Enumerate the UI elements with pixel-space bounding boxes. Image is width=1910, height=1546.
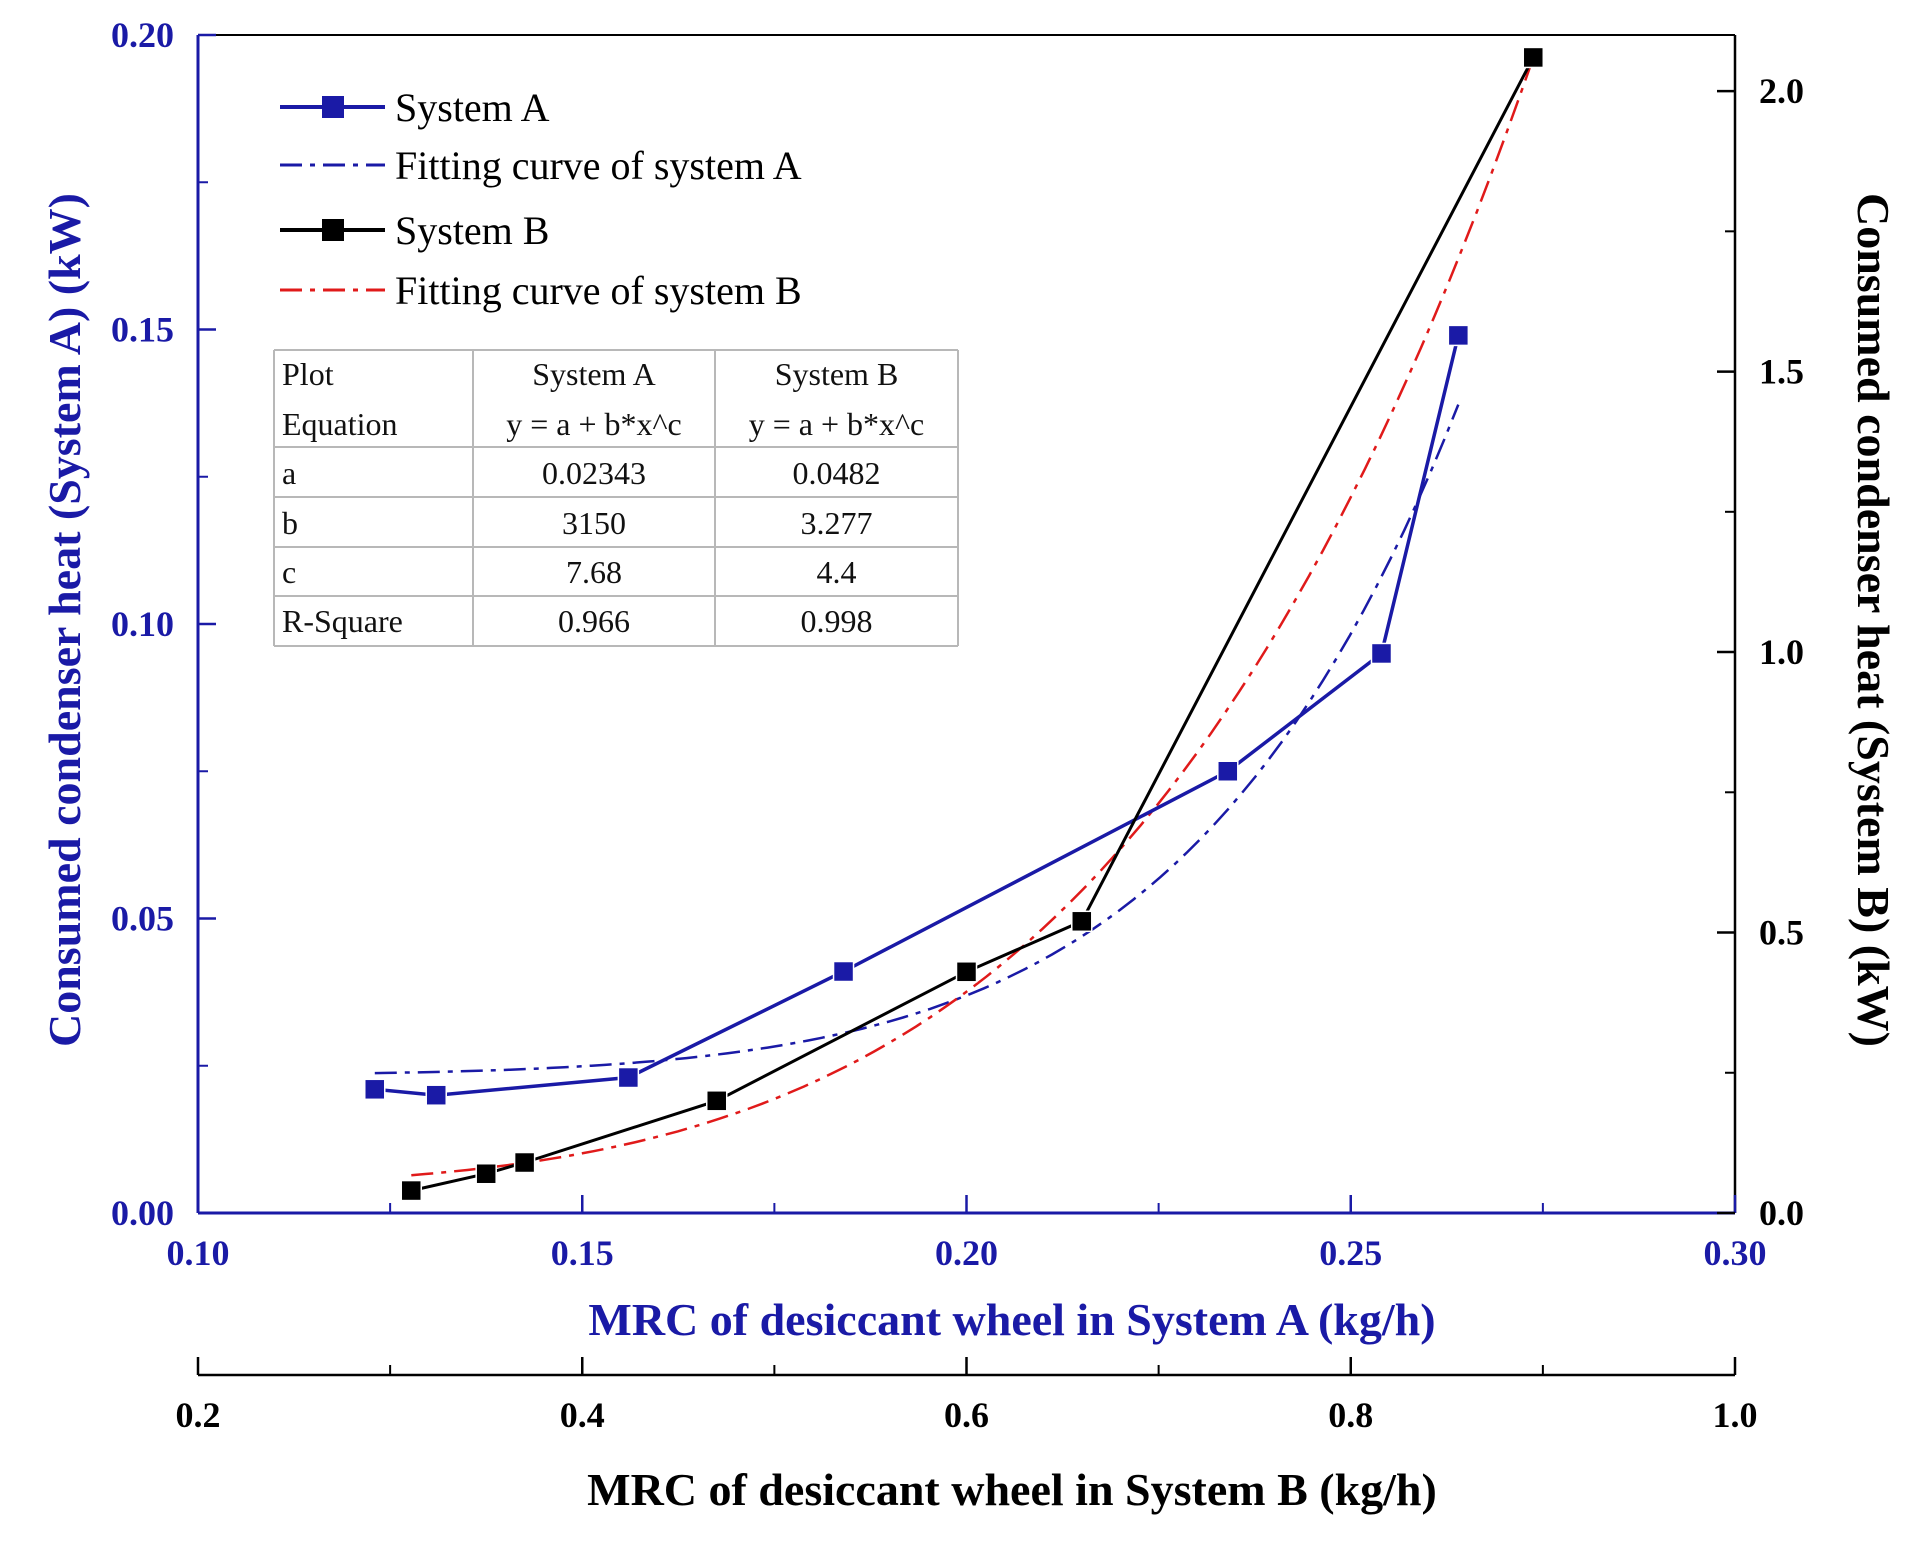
- x-axis-b-tick-label: 0.2: [176, 1395, 221, 1435]
- table-cell: Equation: [282, 406, 398, 442]
- table-cell: 3150: [562, 505, 626, 541]
- y-axis-a-tick-label: 0.05: [111, 899, 174, 939]
- table-cell: c: [282, 554, 296, 590]
- axis-ticks: 0.10 0.15 0.20 0.25 0.300.2 0.4 0.6 0.8 1.00.000…: [111, 15, 1804, 1435]
- x-axis-a-tick-label: 0.25: [1319, 1233, 1382, 1273]
- fit-curve-a: [374, 404, 1460, 1075]
- y-axis-a-tick-label: 0.15: [111, 310, 174, 350]
- legend-marker-0: [322, 96, 344, 118]
- y-axis-b-tick-label: 1.5: [1759, 352, 1804, 392]
- table-header-cell: System A: [532, 356, 656, 392]
- table-cell: a: [282, 455, 296, 491]
- table-cell: 7.68: [566, 554, 622, 590]
- x-axis-b-tick-label: 0.8: [1328, 1395, 1373, 1435]
- series-a-point: [364, 1078, 386, 1101]
- table-cell: 0.0482: [793, 455, 881, 491]
- table-cell: 0.966: [558, 603, 630, 639]
- series-a-point: [1447, 324, 1470, 347]
- legend: System A Fitting curve of system A System …: [280, 85, 802, 313]
- x-axis-a-tick-label: 0.15: [551, 1233, 614, 1273]
- x-axis-a-title: MRC of desiccant wheel in System A (kg/h…: [588, 1294, 1435, 1345]
- data-series: [364, 46, 1545, 1202]
- series-line-a: [374, 334, 1461, 1097]
- series-b-point: [1522, 46, 1545, 69]
- series-a-point: [832, 960, 855, 983]
- x-axis-b-tick-label: 0.6: [944, 1395, 989, 1435]
- table-cell: 0.02343: [542, 455, 646, 491]
- y-axis-a-tick-label: 0.10: [111, 604, 174, 644]
- table-cell: y = a + b*x^c: [749, 406, 925, 442]
- fit-parameters-table: Plot System A System B Equation y = a + b*x^…: [273, 349, 959, 647]
- y-axis-b-tick-label: 0.0: [1759, 1193, 1804, 1233]
- series-a-point: [1217, 760, 1239, 782]
- legend-label-1: Fitting curve of system A: [395, 143, 802, 188]
- x-axis-a-tick-label: 0.10: [167, 1233, 230, 1273]
- y-axis-b-tick-label: 1.0: [1759, 632, 1804, 672]
- y-axis-b-tick-label: 2.0: [1759, 71, 1804, 111]
- table-cell: y = a + b*x^c: [506, 406, 682, 442]
- legend-label-3: Fitting curve of system B: [395, 268, 802, 313]
- series-a-point: [425, 1084, 447, 1106]
- legend-label-0: System A: [395, 85, 550, 130]
- series-a-point: [617, 1066, 640, 1089]
- table-header-cell: System B: [775, 356, 899, 392]
- series-b-point: [705, 1090, 728, 1112]
- y-axis-a-tick-label: 0.20: [111, 15, 174, 55]
- legend-label-2: System B: [395, 208, 549, 253]
- y-axis-a-tick-label: 0.00: [111, 1193, 174, 1233]
- series-b-point: [1071, 910, 1093, 933]
- y-axis-a-title: Consumed condenser heat (System A) (kW): [39, 193, 90, 1047]
- series-a-point: [1370, 642, 1393, 665]
- table-cell: 3.277: [801, 505, 873, 541]
- x-axis-b-tick-label: 0.4: [560, 1395, 605, 1435]
- table-cell: b: [282, 505, 298, 541]
- series-b-point: [513, 1151, 536, 1174]
- x-axis-a-tick-label: 0.30: [1704, 1233, 1767, 1273]
- x-axis-b-title: MRC of desiccant wheel in System B (kg/h…: [587, 1464, 1437, 1515]
- x-axis-a-tick-label: 0.20: [935, 1233, 998, 1273]
- table-cell: R-Square: [282, 603, 403, 639]
- y-axis-b-tick-label: 0.5: [1759, 913, 1804, 953]
- x-axis-b-tick-label: 1.0: [1713, 1395, 1758, 1435]
- table-cell: 0.998: [801, 603, 873, 639]
- table-header-cell: Plot: [282, 356, 334, 392]
- series-b-point: [955, 961, 978, 983]
- table-cell: 4.4: [817, 554, 857, 590]
- fit-curve-b: [411, 57, 1535, 1177]
- legend-marker-2: [322, 219, 344, 241]
- series-b-point: [475, 1162, 497, 1185]
- series-b-point: [400, 1179, 423, 1202]
- y-axis-b-title: Consumed condenser heat (System B) (kW): [1848, 193, 1899, 1047]
